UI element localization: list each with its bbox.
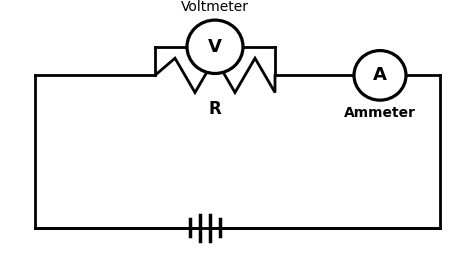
Circle shape bbox=[354, 51, 406, 100]
Text: Ammeter: Ammeter bbox=[344, 106, 416, 120]
Text: R: R bbox=[209, 100, 221, 118]
Text: Voltmeter: Voltmeter bbox=[181, 0, 249, 14]
Text: V: V bbox=[208, 38, 222, 56]
Text: A: A bbox=[373, 66, 387, 84]
Circle shape bbox=[187, 20, 243, 73]
